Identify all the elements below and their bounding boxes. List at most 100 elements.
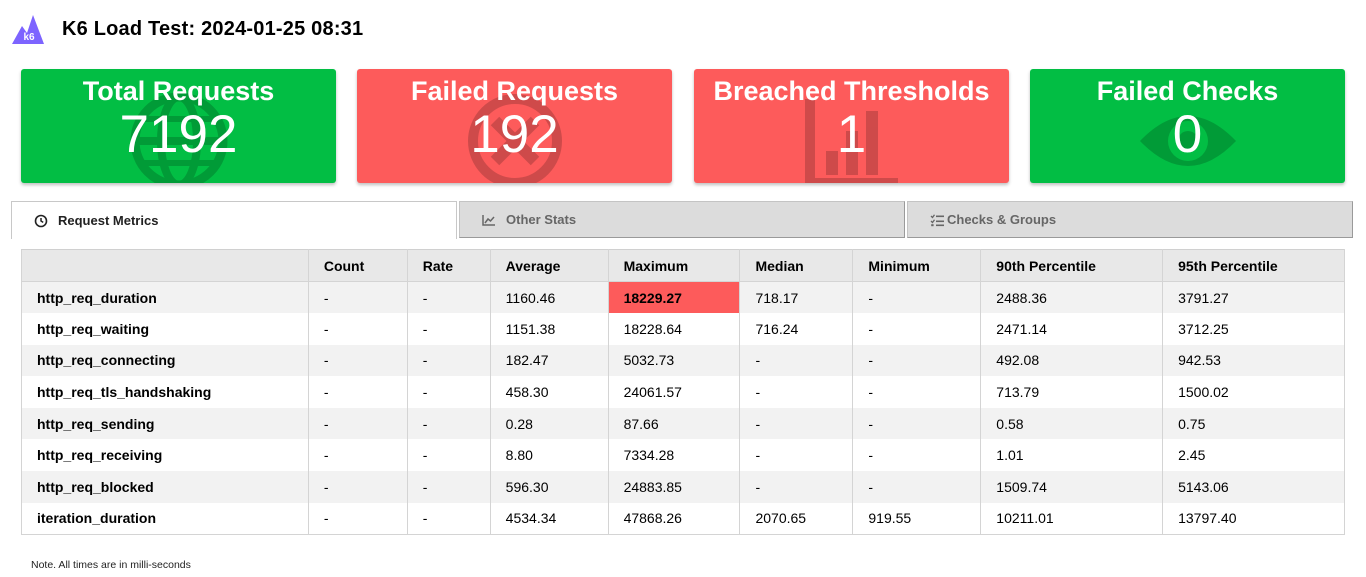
- clock-icon: [34, 214, 48, 228]
- tab-request-metrics[interactable]: Request Metrics: [11, 201, 457, 239]
- metric-name: http_req_sending: [21, 407, 309, 440]
- metric-name: http_req_connecting: [21, 344, 309, 377]
- tab-checks-groups[interactable]: Checks & Groups: [907, 201, 1353, 238]
- metric-value: -: [852, 376, 982, 408]
- metric-value: -: [852, 313, 982, 345]
- metric-value: -: [307, 502, 408, 535]
- metric-name: http_req_tls_handshaking: [21, 376, 309, 408]
- metric-value: 0.75: [1162, 407, 1345, 440]
- column-header: Maximum: [607, 249, 741, 282]
- card-label: Failed Requests: [410, 76, 619, 106]
- metric-value: 713.79: [980, 376, 1164, 408]
- header: k6 K6 Load Test: 2024-01-25 08:31: [11, 12, 363, 46]
- metric-value: 24061.57: [607, 376, 741, 408]
- metric-value: -: [307, 407, 408, 440]
- metric-value: 716.24: [739, 313, 854, 345]
- metric-value: -: [406, 439, 491, 472]
- metric-value: 1500.02: [1162, 376, 1345, 408]
- table-row: http_req_duration - -1160.46 18229.27 718.17…: [21, 281, 1345, 314]
- metric-value: 2070.65: [739, 502, 854, 535]
- metric-name: http_req_duration: [21, 281, 309, 314]
- card-value: 1: [836, 105, 867, 164]
- chart-icon: [482, 213, 496, 227]
- metric-value: -: [307, 281, 408, 314]
- metric-value: -: [406, 407, 491, 440]
- metric-value: 1.01: [980, 439, 1164, 472]
- table-header-row: Count Rate Average Maximum Median Minimu…: [21, 249, 1345, 282]
- x-circle-icon: [467, 94, 562, 183]
- metric-value: 2471.14: [980, 313, 1164, 345]
- footnote: Note. All times are in milli-seconds: [31, 559, 191, 571]
- metric-value: -: [852, 344, 982, 377]
- card-breached-thresholds: Breached Thresholds 1: [694, 69, 1009, 183]
- metric-value: -: [307, 376, 408, 408]
- metric-value: -: [739, 439, 854, 472]
- metric-value: -: [307, 471, 408, 503]
- table-row: http_req_sending - -0.28 87.66- -0.58 0.75: [21, 407, 1345, 440]
- card-label: Total Requests: [82, 76, 275, 106]
- metric-value: -: [406, 376, 491, 408]
- metric-value: 1151.38: [489, 313, 609, 345]
- metric-value: 3712.25: [1162, 313, 1345, 345]
- tab-bar: Request Metrics Other Stats Checks & Gro…: [11, 201, 1353, 239]
- card-total-requests: Total Requests 7192: [21, 69, 336, 183]
- card-value: 7192: [119, 105, 238, 164]
- metric-value: 596.30: [489, 471, 609, 503]
- tab-other-stats[interactable]: Other Stats: [459, 201, 905, 238]
- metric-value: 5032.73: [607, 344, 741, 377]
- metric-value: -: [406, 471, 491, 503]
- table-row: iteration_duration - -4534.34 47868.26 2070.…: [21, 502, 1345, 535]
- metric-value: 18229.27: [607, 281, 741, 314]
- column-header: [21, 249, 309, 282]
- metric-value: 13797.40: [1162, 502, 1345, 535]
- card-value: 0: [1172, 105, 1203, 164]
- eye-icon: [1139, 116, 1236, 166]
- metric-value: -: [852, 281, 982, 314]
- page-title: K6 Load Test: 2024-01-25 08:31: [62, 17, 364, 40]
- metric-value: 919.55: [852, 502, 982, 535]
- column-header: Minimum: [852, 249, 982, 282]
- metrics-table: Count Rate Average Maximum Median Minimu…: [21, 249, 1345, 535]
- metric-value: 3791.27: [1162, 281, 1345, 314]
- metric-value: 0.28: [489, 407, 609, 440]
- metric-value: 2.45: [1162, 439, 1345, 472]
- column-header: Rate: [406, 249, 491, 282]
- metric-value: 492.08: [980, 344, 1164, 377]
- metric-value: -: [852, 471, 982, 503]
- bar-chart-icon: [804, 99, 898, 183]
- metric-value: -: [739, 344, 854, 377]
- metric-value: -: [307, 344, 408, 377]
- metric-value: 942.53: [1162, 344, 1345, 377]
- table-row: http_req_waiting - -1151.38 18228.64 716.24-…: [21, 313, 1345, 345]
- metric-value: 0.58: [980, 407, 1164, 440]
- column-header: Average: [489, 249, 609, 282]
- column-header: Median: [739, 249, 854, 282]
- metric-value: 2488.36: [980, 281, 1164, 314]
- metric-value: 24883.85: [607, 471, 741, 503]
- column-header: 95th Percentile: [1162, 249, 1345, 282]
- metric-value: 182.47: [489, 344, 609, 377]
- metric-value: 8.80: [489, 439, 609, 472]
- metric-value: -: [406, 313, 491, 345]
- metric-value: 1160.46: [489, 281, 609, 314]
- metric-value: -: [307, 313, 408, 345]
- metric-value: 718.17: [739, 281, 854, 314]
- card-label: Breached Thresholds: [713, 76, 990, 106]
- tab-label: Other Stats: [506, 212, 577, 227]
- metric-value: 4534.34: [489, 502, 609, 535]
- table-row: http_req_receiving - -8.80 7334.28- -1.01 2.4…: [21, 439, 1345, 472]
- metric-value: 1509.74: [980, 471, 1164, 503]
- tab-label: Checks & Groups: [947, 212, 1057, 227]
- card-failed-checks: Failed Checks 0: [1030, 69, 1345, 183]
- tab-label: Request Metrics: [58, 213, 159, 228]
- metric-name: http_req_receiving: [21, 439, 309, 472]
- metric-value: -: [852, 439, 982, 472]
- metric-value: -: [406, 502, 491, 535]
- metric-value: -: [739, 407, 854, 440]
- metric-value: 458.30: [489, 376, 609, 408]
- metric-value: -: [739, 471, 854, 503]
- summary-cards: Total Requests 7192 Failed Requests 192 …: [21, 69, 1345, 183]
- metric-value: -: [852, 407, 982, 440]
- column-header: Count: [307, 249, 408, 282]
- logo-text: k6: [23, 32, 35, 43]
